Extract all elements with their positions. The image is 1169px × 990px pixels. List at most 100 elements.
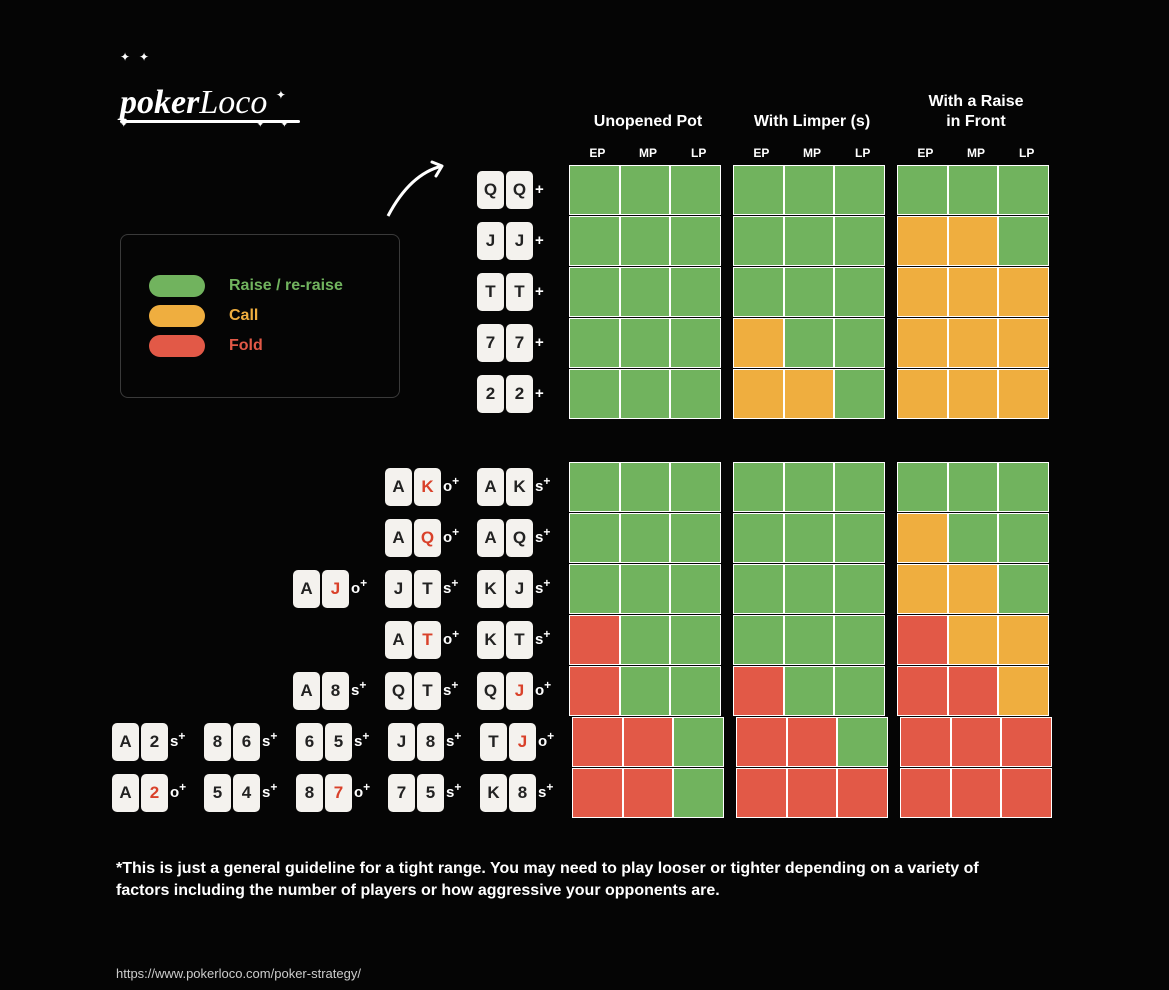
card: Q xyxy=(477,672,504,710)
card: A xyxy=(385,621,412,659)
action-cell xyxy=(569,666,620,716)
action-cell xyxy=(572,768,623,818)
action-group xyxy=(736,717,888,767)
position-labels: EPMPLP xyxy=(572,146,724,160)
hand-group: AKo+ xyxy=(383,468,465,506)
hand-labels: JJ+ xyxy=(116,222,557,260)
action-cell xyxy=(620,318,671,368)
action-cell xyxy=(620,615,671,665)
action-grids xyxy=(569,615,1049,665)
position-label: EP xyxy=(572,146,623,160)
action-group xyxy=(569,615,721,665)
hand-group: A2s+ xyxy=(110,723,192,761)
action-group xyxy=(569,564,721,614)
action-grids xyxy=(572,717,1052,767)
action-group xyxy=(733,615,885,665)
hand-group: JJ+ xyxy=(475,222,557,260)
action-group xyxy=(897,462,1049,512)
action-cell xyxy=(733,369,784,419)
hand-suffix: + xyxy=(535,334,557,352)
action-cell xyxy=(784,462,835,512)
action-cell xyxy=(1001,768,1052,818)
card: 4 xyxy=(233,774,260,812)
hand-group: 65s+ xyxy=(294,723,376,761)
action-cell xyxy=(784,318,835,368)
hand-row: 77+ xyxy=(116,317,1049,368)
action-group xyxy=(733,666,885,716)
action-cell xyxy=(837,717,888,767)
action-group xyxy=(569,513,721,563)
action-cell xyxy=(673,717,724,767)
hand-suffix: s+ xyxy=(351,682,373,700)
action-group xyxy=(897,369,1049,419)
action-cell xyxy=(998,462,1049,512)
action-cell xyxy=(670,462,721,512)
card: 8 xyxy=(509,774,536,812)
action-cell xyxy=(897,267,948,317)
hand-suffix: s+ xyxy=(535,478,557,496)
hand-suffix: o+ xyxy=(443,478,465,496)
action-cell xyxy=(784,666,835,716)
column-group-title: Unopened Pot xyxy=(572,92,724,132)
card: Q xyxy=(385,672,412,710)
hand-group: TT+ xyxy=(475,273,557,311)
action-cell xyxy=(998,513,1049,563)
action-cell xyxy=(948,615,999,665)
card: 6 xyxy=(233,723,260,761)
action-cell xyxy=(569,462,620,512)
action-group xyxy=(569,216,721,266)
action-group xyxy=(733,462,885,512)
hand-suffix: o+ xyxy=(443,529,465,547)
card: T xyxy=(506,273,533,311)
hand-group: KJs+ xyxy=(475,570,557,608)
position-label: MP xyxy=(787,146,838,160)
action-cell xyxy=(897,666,948,716)
action-cell xyxy=(948,165,999,215)
logo: ✦ ✦ pokerLoco ✦ ✦ ✦ ✦ xyxy=(120,46,300,134)
action-cell xyxy=(784,165,835,215)
hand-suffix: o+ xyxy=(170,784,192,802)
card: J xyxy=(385,570,412,608)
action-cell xyxy=(670,216,721,266)
action-cell xyxy=(569,513,620,563)
position-label: LP xyxy=(837,146,888,160)
hand-suffix: s+ xyxy=(262,733,284,751)
action-cell xyxy=(620,564,671,614)
card: Q xyxy=(414,519,441,557)
action-cell xyxy=(670,615,721,665)
card: A xyxy=(293,570,320,608)
card: K xyxy=(477,570,504,608)
action-cell xyxy=(733,267,784,317)
hand-group: 86s+ xyxy=(202,723,284,761)
hand-row: A2s+86s+65s+J8s+TJo+ xyxy=(116,716,1049,767)
hand-row: AQo+AQs+ xyxy=(116,512,1049,563)
action-cell xyxy=(948,666,999,716)
action-cell xyxy=(733,564,784,614)
hand-suffix: s+ xyxy=(535,529,557,547)
action-cell xyxy=(834,513,885,563)
hand-group: ATo+ xyxy=(383,621,465,659)
hand-group: AKs+ xyxy=(475,468,557,506)
hand-labels: QQ+ xyxy=(116,171,557,209)
action-group xyxy=(736,768,888,818)
card: 2 xyxy=(477,375,504,413)
hand-labels: AKo+ AKs+ xyxy=(116,468,557,506)
card: T xyxy=(506,621,533,659)
action-group xyxy=(569,462,721,512)
card: A xyxy=(385,468,412,506)
card: K xyxy=(480,774,507,812)
card: A xyxy=(385,519,412,557)
hand-group: 54s+ xyxy=(202,774,284,812)
hand-suffix: s+ xyxy=(535,631,557,649)
card: 7 xyxy=(325,774,352,812)
card: A xyxy=(112,723,139,761)
hand-group: 22+ xyxy=(475,375,557,413)
action-cell xyxy=(670,666,721,716)
hand-suffix: s+ xyxy=(262,784,284,802)
card: 8 xyxy=(296,774,323,812)
action-group xyxy=(733,513,885,563)
card: K xyxy=(477,621,504,659)
action-cell xyxy=(998,267,1049,317)
action-cell xyxy=(897,462,948,512)
action-cell xyxy=(834,369,885,419)
